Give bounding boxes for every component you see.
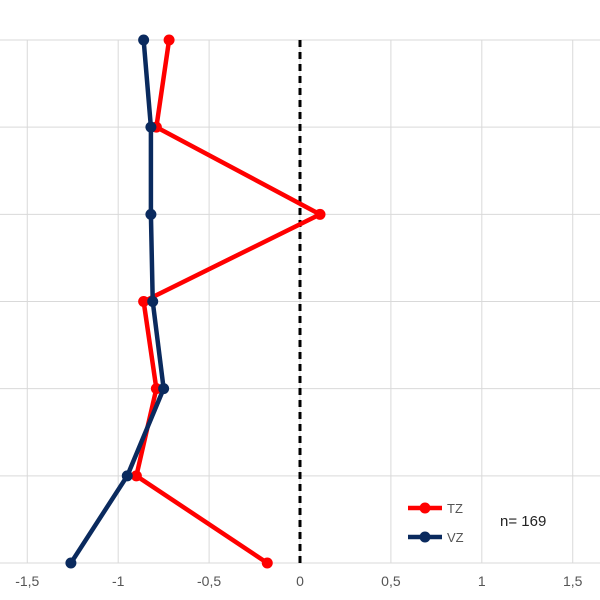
x-tick-label-2: -0,5: [197, 573, 221, 589]
x-tick-label-3: 0: [296, 573, 304, 589]
x-tick-label-6: 1,5: [563, 573, 583, 589]
point-tz-3: [138, 296, 150, 307]
point-vz-2: [145, 208, 157, 220]
x-tick-label-5: 1: [478, 573, 486, 589]
x-axis-tick-labels: -1,5 -1 -0,5 0 0,5 1 1,5: [15, 573, 582, 589]
series-points: [65, 34, 326, 569]
point-vz-4: [158, 383, 170, 395]
legend-marker-tz: [419, 502, 431, 514]
point-vz-3: [147, 296, 159, 307]
legend-label-tz: TZ: [447, 501, 463, 516]
sample-size-annotation: n= 169: [500, 513, 546, 530]
legend-label-vz: VZ: [447, 530, 464, 545]
x-tick-label-0: -1,5: [15, 573, 39, 589]
point-tz-6: [261, 557, 273, 569]
x-tick-label-1: -1: [112, 573, 125, 589]
point-vz-6: [65, 557, 77, 569]
point-tz-2: [314, 208, 326, 220]
legend: TZ VZ: [408, 501, 464, 545]
point-vz-1: [145, 121, 157, 133]
point-vz-5: [121, 470, 133, 482]
point-tz-5: [130, 470, 142, 482]
x-tick-label-4: 0,5: [381, 573, 401, 589]
point-vz-0: [138, 34, 150, 46]
legend-marker-vz: [419, 531, 431, 543]
point-tz-0: [163, 34, 175, 46]
